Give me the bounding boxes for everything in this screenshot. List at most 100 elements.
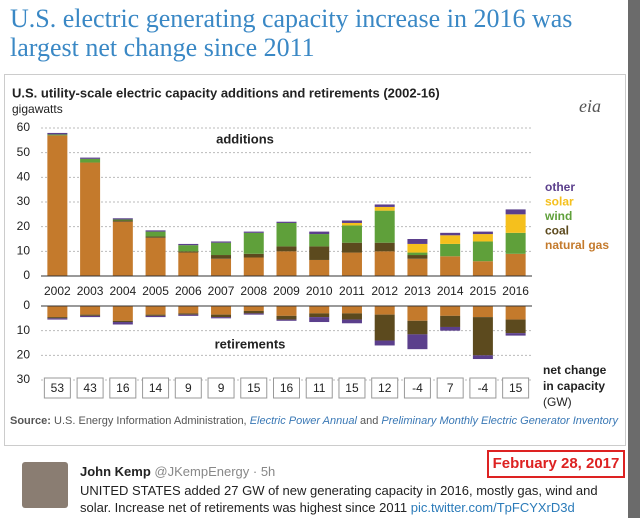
retirement-bar bbox=[47, 318, 68, 320]
addition-bar bbox=[309, 234, 330, 247]
net-change-value: 12 bbox=[378, 381, 392, 395]
retirement-bar bbox=[112, 306, 133, 321]
screen-edge bbox=[628, 0, 640, 518]
addition-bar bbox=[472, 234, 493, 242]
y-tick-label: 40 bbox=[17, 170, 31, 184]
retirement-bar bbox=[407, 306, 428, 321]
retirement-bar bbox=[374, 314, 395, 341]
y-tick-label: 0 bbox=[23, 268, 30, 282]
net-change-value: 43 bbox=[83, 381, 97, 395]
net-change-label: (GW) bbox=[543, 395, 572, 409]
addition-bar bbox=[211, 255, 232, 259]
tweet-text: UNITED STATES added 27 GW of new generat… bbox=[80, 482, 610, 516]
net-change-box bbox=[403, 377, 431, 399]
y-tick-label: 10 bbox=[17, 323, 31, 337]
x-tick-label: 2006 bbox=[175, 284, 202, 298]
net-change-value: 9 bbox=[185, 381, 192, 395]
addition-bar bbox=[80, 158, 101, 163]
date-stamp: February 28, 2017 bbox=[487, 450, 625, 478]
net-change-box bbox=[273, 377, 300, 399]
retirement-bar bbox=[80, 314, 101, 316]
addition-bar bbox=[243, 231, 264, 233]
addition-bar bbox=[341, 242, 362, 253]
addition-bar bbox=[341, 225, 362, 243]
addition-bar bbox=[440, 243, 461, 257]
addition-bar bbox=[178, 243, 199, 246]
tweet-link[interactable]: pic.twitter.com/TpFCYXrD3d bbox=[410, 500, 575, 515]
addition-bar bbox=[178, 252, 199, 276]
addition-bar bbox=[407, 243, 428, 253]
addition-bar bbox=[309, 259, 330, 276]
y-tick-label: 50 bbox=[17, 145, 31, 159]
addition-bar bbox=[145, 236, 166, 238]
author-name[interactable]: John Kemp bbox=[80, 464, 151, 479]
retirement-bar bbox=[178, 314, 199, 316]
legend-entry: solar bbox=[545, 195, 574, 209]
retirement-bar bbox=[243, 313, 264, 315]
addition-bar bbox=[505, 232, 526, 254]
net-change-box bbox=[338, 377, 366, 399]
y-tick-label: 30 bbox=[17, 372, 31, 386]
x-tick-label: 2013 bbox=[404, 284, 431, 298]
retirement-bar bbox=[80, 315, 101, 318]
retirement-bar bbox=[341, 313, 362, 320]
source-link[interactable]: Electric Power Annual bbox=[249, 415, 357, 427]
net-change-label: in capacity bbox=[543, 379, 605, 393]
retirement-bar bbox=[211, 314, 232, 318]
addition-bar bbox=[472, 261, 493, 276]
author-handle[interactable]: @JKempEnergy · 5h bbox=[154, 464, 276, 479]
retirement-bar bbox=[407, 334, 428, 350]
headline: U.S. electric generating capacity increa… bbox=[10, 4, 573, 62]
retirement-bar bbox=[211, 317, 232, 319]
retirement-bar bbox=[374, 306, 395, 315]
addition-bar bbox=[80, 162, 101, 276]
x-tick-label: 2016 bbox=[502, 284, 529, 298]
source-link[interactable]: Preliminary Monthly Electric Generator I… bbox=[381, 415, 618, 427]
legend-entry: coal bbox=[545, 224, 569, 238]
source-text: U.S. Energy Information Administration, bbox=[54, 415, 247, 427]
source-text: and bbox=[359, 415, 379, 427]
addition-bar bbox=[211, 242, 232, 256]
retirement-bar bbox=[407, 320, 428, 335]
x-tick-label: 2008 bbox=[240, 284, 267, 298]
net-change-box bbox=[305, 377, 333, 399]
net-change-value: 53 bbox=[51, 381, 65, 395]
retirement-bar bbox=[472, 306, 493, 318]
addition-bar bbox=[145, 237, 166, 276]
addition-bar bbox=[243, 232, 264, 254]
addition-bar bbox=[276, 251, 297, 276]
net-change-value: 11 bbox=[313, 381, 326, 395]
addition-bar bbox=[112, 218, 133, 220]
addition-bar bbox=[309, 231, 330, 235]
retirement-bar bbox=[211, 306, 232, 315]
addition-bar bbox=[341, 220, 362, 223]
retirement-bar bbox=[112, 322, 133, 325]
retirement-bar bbox=[440, 326, 461, 331]
x-tick-label: 2011 bbox=[339, 284, 365, 298]
legend-entry: natural gas bbox=[545, 238, 609, 252]
net-change-box bbox=[469, 377, 497, 399]
logo: eia bbox=[579, 96, 601, 116]
retirement-bar bbox=[145, 306, 166, 315]
net-change-box bbox=[174, 377, 202, 399]
net-change-value: 16 bbox=[280, 381, 294, 395]
x-tick-label: 2005 bbox=[142, 284, 169, 298]
avatar[interactable] bbox=[22, 462, 68, 508]
x-tick-label: 2010 bbox=[306, 284, 333, 298]
source-label: Source: bbox=[10, 415, 51, 427]
net-change-label: net change bbox=[543, 363, 607, 377]
retirement-bar bbox=[47, 317, 68, 319]
retirement-bar bbox=[178, 306, 199, 314]
addition-bar bbox=[472, 231, 493, 235]
retirement-bar bbox=[505, 306, 526, 320]
addition-bar bbox=[440, 235, 461, 244]
retirement-bar bbox=[309, 317, 330, 323]
addition-bar bbox=[374, 242, 395, 252]
addition-bar bbox=[374, 204, 395, 207]
net-change-value: 15 bbox=[345, 381, 359, 395]
addition-bar bbox=[374, 206, 395, 211]
retirement-bar bbox=[47, 306, 68, 318]
x-tick-label: 2012 bbox=[371, 284, 398, 298]
